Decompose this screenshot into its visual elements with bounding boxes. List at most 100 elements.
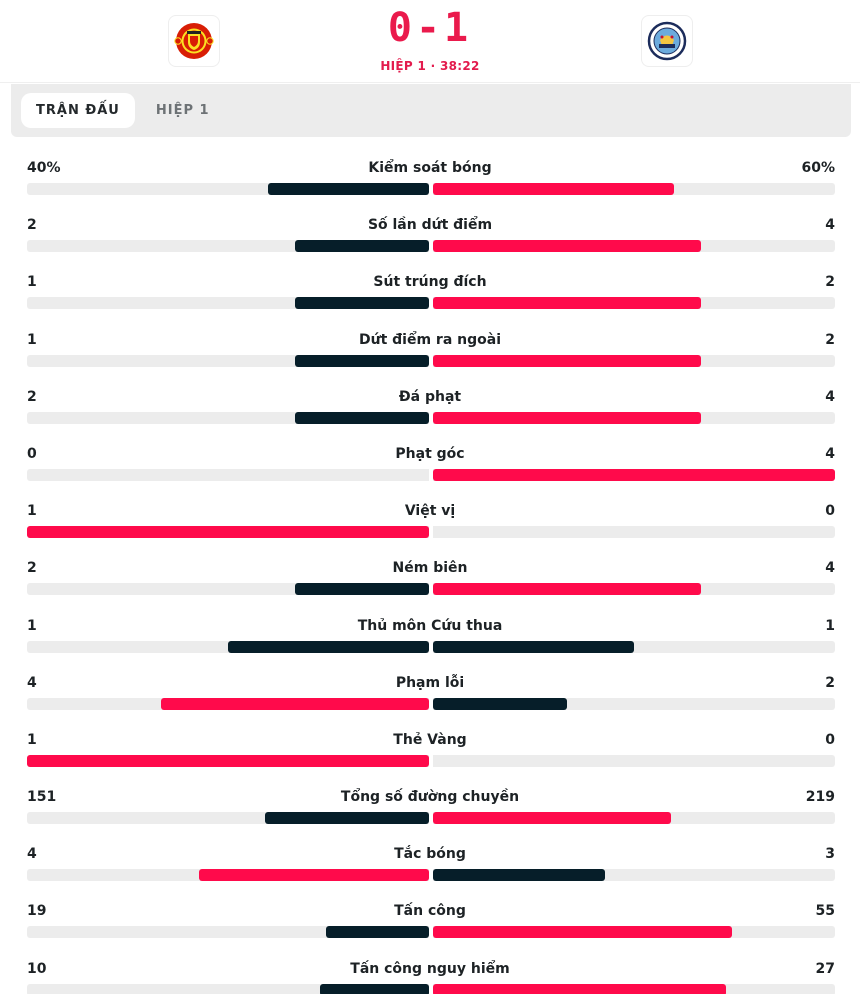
away-stat-bar <box>433 583 701 596</box>
stat-label: Ném biên <box>392 560 468 577</box>
stat-row: 1 Dứt điểm ra ngoài 2 <box>0 330 860 387</box>
stat-label: Số lần dứt điểm <box>367 217 493 234</box>
home-stat-bar <box>228 640 429 653</box>
away-stat-value: 3 <box>825 846 835 863</box>
away-stat-value: 4 <box>825 445 835 462</box>
home-stat-value: 40% <box>27 160 61 176</box>
away-stat-bar <box>433 869 606 882</box>
stat-label: Sút trúng đích <box>373 274 487 291</box>
home-stat-value: 1 <box>27 274 37 291</box>
home-stat-value: 0 <box>27 445 37 462</box>
home-stat-bar <box>320 983 429 994</box>
stat-row: 2 Ném biên 4 <box>0 558 860 615</box>
match-period-time: HIỆP 1 · 38:22 <box>380 59 480 73</box>
away-stat-track <box>433 583 835 596</box>
away-stat-bar <box>433 240 701 253</box>
home-stat-value: 2 <box>27 217 37 234</box>
away-stat-track <box>433 983 835 994</box>
away-stat-bar <box>433 640 634 653</box>
stat-row: 0 Phạt góc 4 <box>0 444 860 501</box>
stat-label: Thủ môn Cứu thua <box>357 617 503 634</box>
period-tabs: TRẬN ĐẤU HIỆP 1 <box>11 84 851 137</box>
stat-label: Kiểm soát bóng <box>368 160 492 176</box>
home-stat-track <box>27 926 429 939</box>
match-header: 0-1 HIỆP 1 · 38:22 <box>0 0 860 83</box>
home-stat-bar <box>295 411 429 424</box>
away-stat-track <box>433 240 835 253</box>
away-stat-track <box>433 697 835 710</box>
home-stat-bar <box>295 240 429 253</box>
stat-label: Đá phạt <box>398 388 462 405</box>
home-stat-track <box>27 183 429 195</box>
away-stat-value: 2 <box>825 674 835 691</box>
stat-row: 10 Tấn công nguy hiểm 27 <box>0 959 860 994</box>
tab-full-match[interactable]: TRẬN ĐẤU <box>21 93 135 128</box>
stat-row: 2 Số lần dứt điểm 4 <box>0 215 860 272</box>
away-stat-track <box>433 183 835 195</box>
away-stat-bar <box>433 297 701 310</box>
home-stat-bar <box>199 869 429 882</box>
away-stat-bar <box>433 411 701 424</box>
home-team-logo[interactable] <box>168 15 220 67</box>
stat-label: Phạt góc <box>395 445 465 462</box>
home-stat-track <box>27 983 429 994</box>
away-stat-track <box>433 468 835 481</box>
stat-label: Tấn công nguy hiểm <box>350 960 510 977</box>
stat-label: Tổng số đường chuyền <box>340 789 520 806</box>
home-stat-bar <box>161 697 429 710</box>
away-stat-track <box>433 297 835 310</box>
away-stat-value: 1 <box>825 617 835 634</box>
stat-row: 40% Kiểm soát bóng 60% <box>0 158 860 215</box>
away-stat-track <box>433 411 835 424</box>
home-stat-track <box>27 697 429 710</box>
away-stat-value: 2 <box>825 274 835 291</box>
home-stat-track <box>27 754 429 767</box>
home-stat-value: 1 <box>27 731 37 748</box>
stat-row: 1 Thẻ Vàng 0 <box>0 730 860 787</box>
home-stat-value: 1 <box>27 617 37 634</box>
home-stat-track <box>27 468 429 481</box>
stat-label: Tắc bóng <box>394 846 466 863</box>
away-stat-value: 0 <box>825 731 835 748</box>
stats-list: 40% Kiểm soát bóng 60% 2 Số lần dứt điểm 4 1 Sú… <box>0 158 860 994</box>
away-stat-value: 60% <box>801 160 835 176</box>
man-utd-crest-icon <box>174 23 214 59</box>
stat-label: Thẻ Vàng <box>393 731 467 748</box>
home-stat-track <box>27 240 429 253</box>
home-stat-bar <box>295 583 429 596</box>
away-stat-value: 219 <box>805 789 835 806</box>
away-stat-track <box>433 812 835 825</box>
home-stat-value: 10 <box>27 960 47 977</box>
away-stat-value: 4 <box>825 560 835 577</box>
home-stat-track <box>27 411 429 424</box>
away-stat-bar <box>433 354 701 367</box>
tab-first-half[interactable]: HIỆP 1 <box>155 103 210 118</box>
away-stat-value: 55 <box>815 903 835 920</box>
match-score: 0-1 <box>387 5 473 51</box>
home-stat-value: 4 <box>27 674 37 691</box>
stat-label: Dứt điểm ra ngoài <box>358 331 501 348</box>
away-stat-bar <box>433 983 727 994</box>
away-team-logo[interactable] <box>641 15 693 67</box>
stat-row: 1 Sút trúng đích 2 <box>0 272 860 329</box>
away-stat-track <box>433 526 835 539</box>
home-stat-value: 19 <box>27 903 47 920</box>
home-stat-track <box>27 354 429 367</box>
home-stat-track <box>27 526 429 539</box>
home-stat-track <box>27 812 429 825</box>
away-stat-bar <box>433 468 835 481</box>
stat-row: 151 Tổng số đường chuyền 219 <box>0 787 860 844</box>
away-stat-value: 2 <box>825 331 835 348</box>
stat-row: 1 Thủ môn Cứu thua 1 <box>0 616 860 673</box>
home-stat-bar <box>27 754 429 767</box>
away-stat-bar <box>433 926 732 939</box>
home-stat-bar <box>295 354 429 367</box>
home-stat-track <box>27 640 429 653</box>
away-stat-value: 4 <box>825 217 835 234</box>
away-stat-track <box>433 754 835 767</box>
home-stat-bar <box>268 183 429 195</box>
away-stat-track <box>433 926 835 939</box>
home-stat-track <box>27 583 429 596</box>
away-stat-bar <box>433 812 671 825</box>
stat-row: 1 Việt vị 0 <box>0 501 860 558</box>
